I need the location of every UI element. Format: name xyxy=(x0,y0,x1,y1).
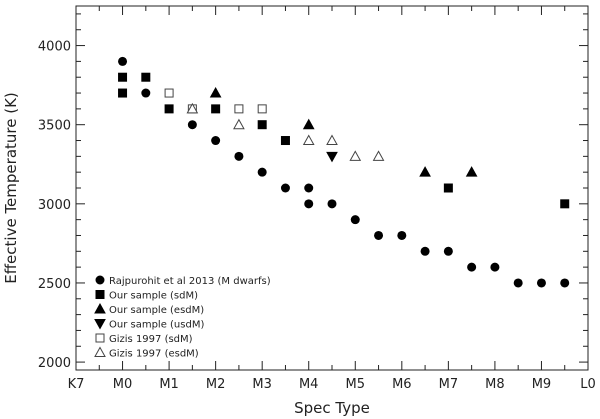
data-point xyxy=(372,150,385,161)
legend-marker xyxy=(94,302,106,314)
legend-label: Our sample (esdM) xyxy=(109,305,204,316)
data-points xyxy=(118,56,570,288)
data-point xyxy=(257,120,267,130)
data-point xyxy=(280,183,290,193)
data-point xyxy=(560,199,570,209)
data-point xyxy=(164,104,174,114)
y-axis-title: Effective Temperature (K) xyxy=(2,92,20,284)
data-point xyxy=(302,134,315,146)
data-point xyxy=(327,199,337,209)
data-point xyxy=(326,151,338,163)
data-point xyxy=(211,104,221,114)
data-point xyxy=(233,118,245,130)
x-tick-label: L0 xyxy=(580,377,596,392)
data-point xyxy=(118,56,128,66)
data-point xyxy=(467,262,477,272)
legend-label: Rajpurohit et al 2013 (M dwarfs) xyxy=(109,276,271,287)
data-point xyxy=(164,88,174,98)
data-point xyxy=(465,166,478,177)
legend-marker xyxy=(95,275,105,285)
data-point xyxy=(280,136,290,146)
legend-label: Gizis 1997 (esdM) xyxy=(109,349,199,360)
x-tick-label: M9 xyxy=(532,377,552,392)
data-point xyxy=(209,87,222,98)
y-tick-label: 3000 xyxy=(38,198,71,213)
y-tick-label: 3500 xyxy=(38,119,71,134)
legend-marker xyxy=(94,346,106,357)
x-tick-label: M8 xyxy=(485,377,505,392)
data-point xyxy=(349,150,362,161)
data-point xyxy=(304,199,314,209)
data-point xyxy=(350,215,360,225)
data-point xyxy=(118,88,128,98)
legend-label: Our sample (sdM) xyxy=(109,291,198,302)
data-point xyxy=(211,136,221,146)
data-point xyxy=(187,120,197,130)
data-point xyxy=(186,102,199,114)
x-tick-label: M3 xyxy=(252,377,272,392)
y-tick-label: 2500 xyxy=(38,277,71,292)
data-point xyxy=(141,72,151,82)
legend-marker xyxy=(95,333,105,343)
y-tick-label: 4000 xyxy=(38,40,71,55)
data-point xyxy=(257,104,267,114)
data-point xyxy=(490,262,500,272)
x-tick-label: M4 xyxy=(299,377,319,392)
data-point xyxy=(141,88,151,98)
x-tick-label: M0 xyxy=(113,377,133,392)
data-point xyxy=(443,246,453,256)
data-point xyxy=(419,166,431,177)
legend-label: Our sample (usdM) xyxy=(109,320,204,331)
data-point xyxy=(118,72,128,82)
x-tick-label: M5 xyxy=(346,377,366,392)
data-point xyxy=(234,151,244,161)
y-axis-ticks: 2000 2500 3000 3500 4000 xyxy=(38,13,588,371)
x-axis-ticks: K7 M0 M1 M2 M3 M4 M5 M6 M7 M8 M9 L0 xyxy=(68,6,596,392)
legend-marker xyxy=(94,319,106,330)
data-point xyxy=(234,104,244,114)
data-point xyxy=(443,183,453,193)
legend-label: Gizis 1997 (sdM) xyxy=(109,334,193,345)
data-point xyxy=(257,167,267,177)
x-tick-label: K7 xyxy=(68,377,85,392)
data-point xyxy=(304,183,314,193)
data-point xyxy=(560,278,570,288)
data-point xyxy=(374,230,384,240)
data-point xyxy=(513,278,523,288)
data-point xyxy=(326,134,338,146)
x-tick-label: M7 xyxy=(439,377,459,392)
data-point xyxy=(536,278,546,288)
legend: Rajpurohit et al 2013 (M dwarfs) Our samp… xyxy=(94,275,271,360)
y-tick-label: 2000 xyxy=(38,356,71,371)
x-tick-label: M2 xyxy=(206,377,226,392)
x-tick-label: M6 xyxy=(392,377,412,392)
data-point xyxy=(420,246,430,256)
data-point xyxy=(397,230,407,240)
x-tick-label: M1 xyxy=(159,377,179,392)
data-point xyxy=(302,118,315,130)
legend-marker xyxy=(95,290,105,299)
x-axis-title: Spec Type xyxy=(294,399,370,417)
